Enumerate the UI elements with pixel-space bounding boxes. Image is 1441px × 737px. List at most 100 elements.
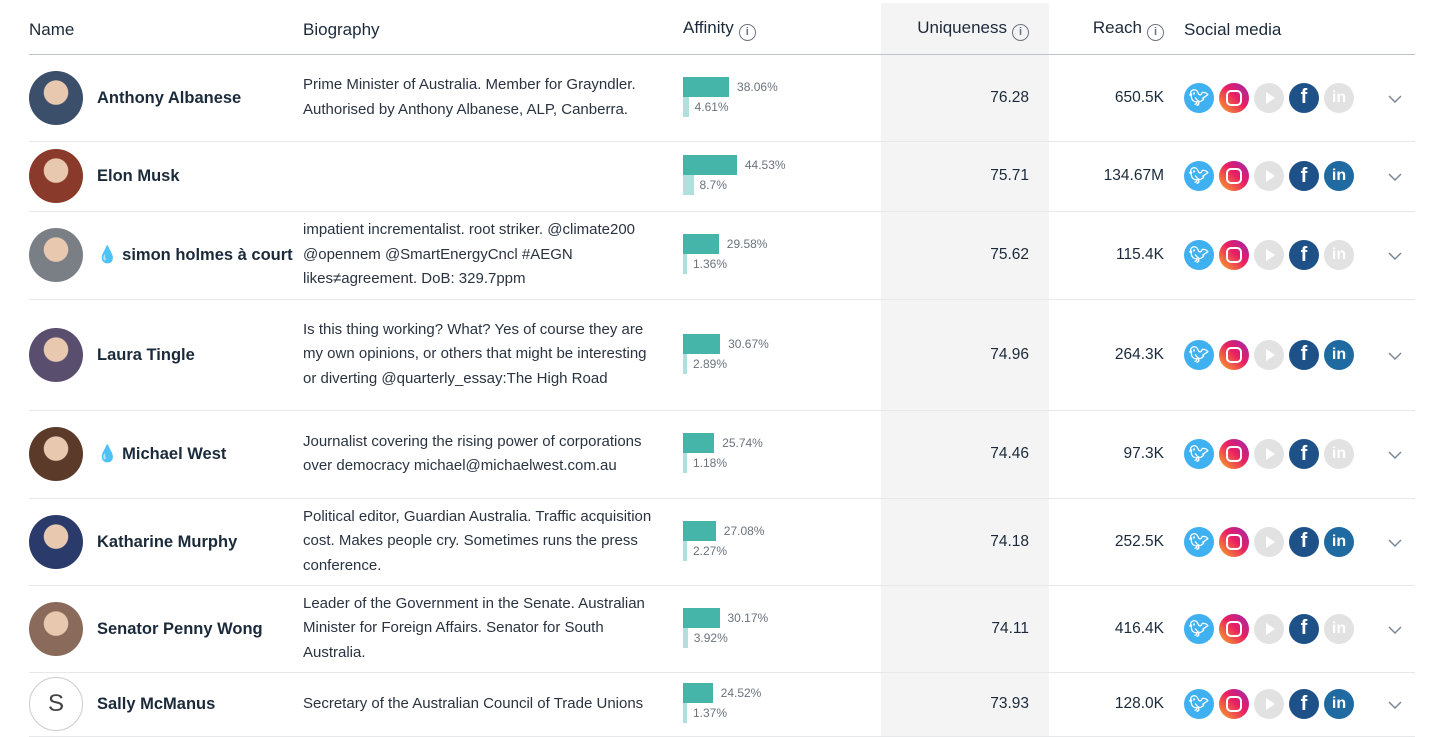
expand-chevron-icon[interactable] [1374, 410, 1415, 499]
affinity-bars: 25.74% 1.18% [683, 433, 881, 475]
person-name[interactable]: 💧 Michael West [97, 442, 226, 466]
facebook-icon[interactable]: f [1289, 161, 1319, 191]
facebook-icon[interactable]: f [1289, 339, 1319, 370]
linkedin-icon[interactable]: in [1324, 689, 1354, 719]
instagram-icon[interactable] [1219, 689, 1249, 719]
person-name[interactable]: Anthony Albanese [97, 86, 241, 110]
header-biography[interactable]: Biography [303, 0, 683, 55]
chevron-down-icon [1387, 94, 1402, 103]
expand-chevron-icon[interactable] [1374, 141, 1415, 212]
affinity-primary-label: 30.17% [727, 610, 769, 625]
avatar [29, 601, 83, 656]
affinity-secondary-label: 4.61% [694, 99, 729, 114]
affinity-primary-label: 44.53% [744, 158, 786, 172]
affinity-bar-secondary [683, 175, 694, 195]
table-row[interactable]: Senator Penny Wong Leader of the Governm… [29, 585, 1415, 673]
linkedin-icon: in [1324, 82, 1354, 113]
reach-value: 128.0K [1049, 672, 1184, 737]
expand-chevron-icon[interactable] [1374, 54, 1415, 142]
twitter-icon[interactable]: 🐦︎ [1184, 240, 1214, 270]
linkedin-icon[interactable]: in [1324, 526, 1354, 557]
facebook-icon[interactable]: f [1289, 240, 1319, 270]
chevron-down-icon [1387, 351, 1402, 360]
header-name[interactable]: Name [29, 0, 303, 55]
expand-chevron-icon[interactable] [1374, 211, 1415, 300]
table-row[interactable]: Anthony Albanese Prime Minister of Austr… [29, 54, 1415, 142]
instagram-icon[interactable] [1219, 613, 1249, 644]
avatar [29, 228, 83, 282]
twitter-icon[interactable]: 🐦︎ [1184, 526, 1214, 557]
person-name[interactable]: 💧 simon holmes à court [97, 243, 293, 267]
table-row[interactable]: S Sally McManus Secretary of the Australi… [29, 672, 1415, 737]
facebook-icon[interactable]: f [1289, 613, 1319, 644]
facebook-icon[interactable]: f [1289, 82, 1319, 113]
instagram-icon[interactable] [1219, 339, 1249, 370]
info-icon[interactable]: i [1147, 24, 1164, 42]
droplet-icon: 💧 [97, 445, 118, 463]
linkedin-icon: in [1324, 613, 1354, 644]
instagram-icon[interactable] [1219, 82, 1249, 113]
influencer-table: Name Biography Affinity i Uniqueness i Rea… [29, 0, 1415, 737]
affinity-bars: 30.17% 3.92% [683, 607, 881, 650]
twitter-icon[interactable]: 🐦︎ [1184, 82, 1214, 113]
instagram-icon[interactable] [1219, 439, 1249, 469]
biography: Secretary of the Australian Council of T… [303, 672, 683, 737]
facebook-icon[interactable]: f [1289, 439, 1319, 469]
avatar [29, 149, 83, 203]
person-name-text: Elon Musk [97, 167, 180, 185]
affinity-bar-secondary [683, 627, 688, 648]
twitter-icon[interactable]: 🐦︎ [1184, 439, 1214, 469]
instagram-icon[interactable] [1219, 161, 1249, 191]
expand-chevron-icon[interactable] [1374, 585, 1415, 673]
person-name[interactable]: Senator Penny Wong [97, 617, 263, 641]
header-uniqueness[interactable]: Uniqueness i [881, 0, 1049, 55]
affinity-bar-secondary [683, 353, 687, 374]
affinity-secondary-label: 1.37% [693, 706, 728, 720]
person-name-text: simon holmes à court [122, 246, 293, 264]
info-icon[interactable]: i [1012, 24, 1029, 42]
linkedin-icon[interactable]: in [1324, 161, 1354, 191]
affinity-bars: 24.52% 1.37% [683, 683, 881, 725]
table-row[interactable]: Laura Tingle Is this thing working? What… [29, 299, 1415, 411]
twitter-icon[interactable]: 🐦︎ [1184, 161, 1214, 191]
youtube-icon [1254, 439, 1284, 469]
expand-chevron-icon[interactable] [1374, 299, 1415, 411]
affinity-primary-label: 25.74% [722, 436, 763, 450]
table-row[interactable]: Elon Musk 44.53% 8.7% 75.71 134.67M 🐦︎ f… [29, 141, 1415, 212]
facebook-icon[interactable]: f [1289, 689, 1319, 719]
table-row[interactable]: Katharine Murphy Political editor, Guard… [29, 498, 1415, 586]
youtube-icon [1254, 526, 1284, 557]
uniqueness-value: 74.11 [881, 585, 1049, 673]
person-name[interactable]: Katharine Murphy [97, 530, 237, 554]
person-name-text: Sally McManus [97, 695, 216, 713]
expand-chevron-icon[interactable] [1374, 498, 1415, 586]
affinity-bar-secondary [683, 540, 687, 561]
header-uniqueness-label: Uniqueness [917, 18, 1007, 38]
linkedin-icon: in [1324, 439, 1354, 469]
affinity-primary-label: 27.08% [723, 523, 765, 538]
table-row[interactable]: 💧 simon holmes à court impatient increme… [29, 211, 1415, 300]
twitter-icon[interactable]: 🐦︎ [1184, 339, 1214, 370]
header-reach[interactable]: Reach i [1049, 0, 1184, 55]
table-row[interactable]: 💧 Michael West Journalist covering the r… [29, 410, 1415, 499]
person-name[interactable]: Elon Musk [97, 164, 180, 188]
affinity-bars: 38.06% 4.61% [683, 76, 881, 119]
affinity-secondary-label: 3.92% [693, 630, 728, 645]
linkedin-icon[interactable]: in [1324, 339, 1354, 370]
facebook-icon[interactable]: f [1289, 526, 1319, 557]
chevron-down-icon [1387, 701, 1402, 710]
twitter-icon[interactable]: 🐦︎ [1184, 613, 1214, 644]
affinity-bar-secondary [683, 254, 687, 274]
header-affinity[interactable]: Affinity i [683, 0, 881, 55]
info-icon[interactable]: i [738, 24, 756, 42]
person-name[interactable]: Laura Tingle [97, 343, 195, 367]
expand-chevron-icon[interactable] [1374, 672, 1415, 737]
person-name[interactable]: Sally McManus [97, 692, 215, 716]
affinity-secondary-label: 8.7% [699, 178, 727, 192]
reach-value: 416.4K [1049, 585, 1184, 673]
instagram-icon[interactable] [1219, 526, 1249, 557]
instagram-icon[interactable] [1219, 240, 1249, 270]
affinity-bars: 44.53% 8.7% [683, 155, 881, 197]
affinity-bar-primary [683, 520, 716, 541]
twitter-icon[interactable]: 🐦︎ [1184, 689, 1214, 719]
